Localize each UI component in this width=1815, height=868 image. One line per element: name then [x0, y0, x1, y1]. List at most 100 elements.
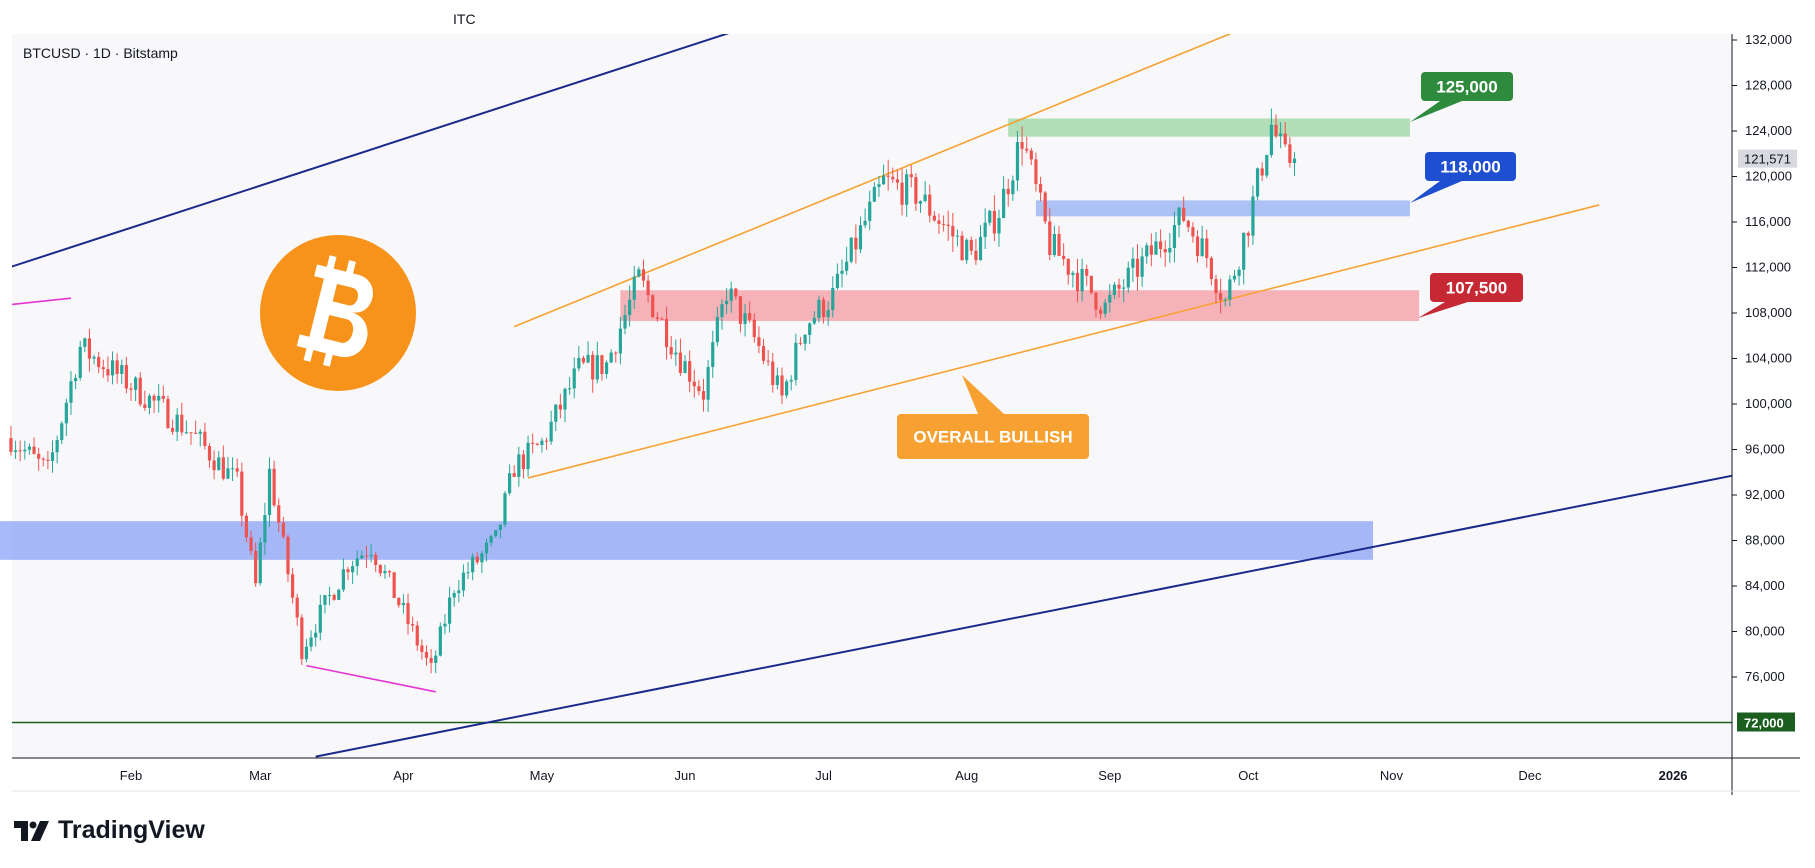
candle	[157, 383, 161, 413]
candle-body	[683, 361, 687, 373]
candle	[411, 616, 415, 632]
candle	[115, 353, 119, 384]
candle	[471, 553, 475, 581]
candle	[549, 410, 553, 445]
candle-body	[226, 468, 230, 479]
candle	[1251, 185, 1255, 245]
x-tick-label: Mar	[249, 768, 272, 783]
candle-body	[378, 564, 382, 574]
candle	[660, 316, 664, 320]
candle	[443, 613, 447, 635]
plot-background	[12, 34, 1732, 758]
candle	[1191, 222, 1195, 243]
candle	[1265, 154, 1269, 179]
candle-body	[1195, 236, 1200, 257]
level-72k-label: 72,000	[1744, 716, 1784, 731]
candle	[955, 229, 960, 247]
candle-body	[1279, 133, 1283, 137]
candle	[332, 593, 336, 601]
candle-body	[1038, 184, 1043, 193]
candle-body	[212, 460, 216, 471]
candle	[720, 299, 724, 330]
candle-body	[1182, 207, 1186, 221]
candle	[18, 440, 22, 462]
candle	[277, 498, 281, 533]
candle	[429, 649, 433, 674]
candle	[438, 622, 442, 657]
candle-body	[420, 645, 424, 652]
candle	[706, 359, 710, 412]
candle	[1020, 126, 1024, 166]
candle	[207, 443, 212, 468]
candle	[170, 419, 175, 435]
candle-body	[217, 457, 221, 471]
candle-body	[406, 602, 410, 625]
candle-body	[780, 375, 784, 396]
candle-body	[314, 632, 318, 638]
candle	[489, 534, 493, 547]
brand-name: TradingView	[58, 816, 205, 844]
x-tick-label: Oct	[1238, 768, 1259, 783]
candle	[1246, 231, 1250, 248]
candle	[494, 529, 498, 538]
candle	[771, 353, 775, 393]
candle-body	[64, 402, 68, 424]
candle	[563, 387, 567, 423]
candle	[244, 512, 249, 543]
candle	[1135, 243, 1140, 291]
candle	[858, 216, 863, 254]
candle	[978, 225, 983, 261]
candle-body	[748, 313, 752, 320]
candle-body	[1158, 241, 1163, 249]
candle-body	[346, 569, 350, 573]
x-tick-label: Jul	[815, 768, 832, 783]
last-price-tag	[1738, 149, 1797, 168]
candle-body	[1075, 272, 1080, 292]
candle-body	[1149, 245, 1153, 255]
candle	[498, 524, 502, 539]
candle-body	[1048, 221, 1052, 255]
candle-body	[1228, 279, 1232, 300]
candle	[351, 560, 355, 584]
candle	[941, 215, 946, 232]
candle	[521, 450, 526, 479]
candle-body	[180, 414, 184, 433]
candle-body	[1269, 124, 1273, 156]
candle	[267, 457, 272, 527]
candle	[60, 421, 64, 445]
candle	[161, 385, 165, 403]
candle-body	[794, 342, 798, 380]
candle-body	[960, 235, 964, 261]
candle-body	[1117, 284, 1121, 289]
candle	[1025, 136, 1029, 154]
candle-body	[812, 317, 816, 324]
candle	[997, 209, 1001, 247]
candle	[1048, 208, 1052, 261]
candle-body	[157, 395, 161, 401]
candle-body	[531, 442, 535, 444]
candle	[761, 338, 766, 365]
candle	[194, 420, 198, 435]
candle-body	[586, 354, 590, 363]
candle-body	[1274, 124, 1278, 137]
candle	[383, 564, 387, 579]
candle	[424, 645, 429, 666]
candle-body	[688, 361, 692, 382]
candle-body	[300, 617, 304, 660]
candle-body	[1154, 241, 1158, 255]
candle	[808, 322, 812, 345]
candle	[1186, 219, 1190, 232]
y-tick-label: 80,000	[1745, 624, 1785, 639]
candle-body	[568, 388, 572, 390]
candle-body	[277, 505, 281, 523]
candle-body	[969, 239, 973, 251]
candle-body	[1246, 232, 1250, 236]
candle	[1214, 274, 1218, 304]
x-tick-label: 2026	[1659, 768, 1688, 783]
candle-body	[83, 338, 87, 347]
candle-body	[932, 215, 936, 221]
callout-tail	[1410, 181, 1462, 203]
candle-body	[1251, 196, 1255, 236]
candle-body	[1085, 268, 1089, 276]
candle-body	[840, 270, 844, 274]
